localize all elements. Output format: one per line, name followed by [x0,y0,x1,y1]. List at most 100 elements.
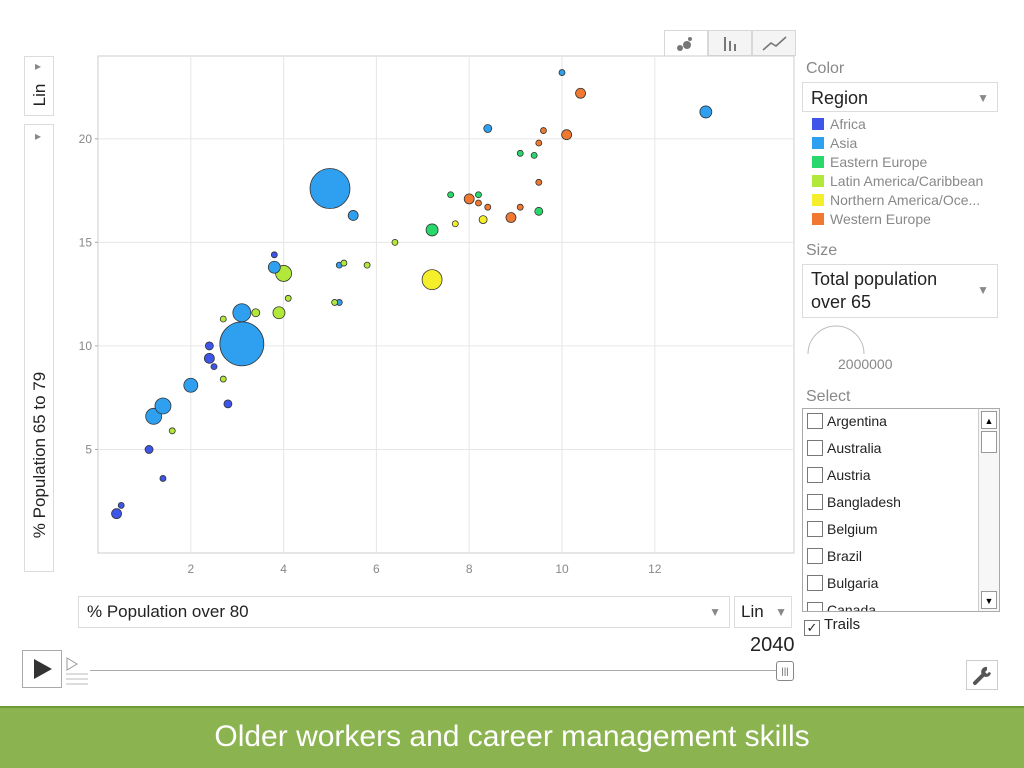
speed-icon[interactable] [64,654,94,694]
bubble-point[interactable] [159,475,167,482]
bubble-point[interactable] [516,203,524,211]
bubble-point[interactable] [447,191,455,199]
select-list-item[interactable]: Austria [807,467,871,483]
scroll-thumb[interactable] [981,431,997,453]
bubble-point[interactable] [484,203,492,211]
x-tick-label: 10 [555,562,569,576]
bubble-point[interactable] [421,269,443,291]
bubble-point[interactable] [284,294,292,302]
bubble-point[interactable] [144,445,154,454]
legend-item[interactable]: Northern America/Oce... [812,192,980,208]
bubble-point[interactable] [210,363,218,371]
legend-item[interactable]: Eastern Europe [812,154,927,170]
bubble-point[interactable] [561,129,573,141]
bubble-point[interactable] [463,193,475,205]
bubble-point[interactable] [340,259,348,267]
bubble-point[interactable] [203,352,215,364]
color-title: Color [806,60,845,77]
checkbox[interactable] [807,467,823,483]
footer-title: Older workers and career management skil… [214,720,810,753]
checkbox[interactable] [807,413,823,429]
bubble-point[interactable] [223,399,233,409]
checkbox[interactable] [807,494,823,510]
select-list-item[interactable]: Brazil [807,548,862,564]
tab-bubble-chart[interactable] [664,30,708,56]
timeline-handle[interactable]: ||| [776,661,794,681]
legend-item[interactable]: Western Europe [812,211,931,227]
bubble-point[interactable] [530,151,538,159]
bubble-point[interactable] [505,212,517,223]
bubble-point[interactable] [540,127,547,134]
bubble-point[interactable] [219,321,265,367]
select-list-item[interactable]: Australia [807,440,881,456]
bubble-point[interactable] [699,105,713,119]
select-item-label: Brazil [827,548,863,564]
play-button[interactable] [22,650,62,688]
bubble-point[interactable] [331,299,339,306]
bubble-point[interactable] [117,501,125,509]
bubble-point[interactable] [425,223,439,237]
bubble-point[interactable] [575,87,586,99]
legend-swatch [812,118,824,130]
bubble-point[interactable] [558,69,566,76]
bubble-point[interactable] [309,168,351,209]
legend-swatch [812,213,824,225]
bubble-point[interactable] [204,341,214,351]
timeline-track[interactable] [90,670,788,671]
bubble-point[interactable] [111,508,122,520]
bubble-point[interactable] [475,199,482,207]
select-list[interactable]: Argentina Australia Austria Bangladesh Belgi… [802,408,1000,612]
bubble-point[interactable] [535,139,543,147]
legend-item[interactable]: Asia [812,135,857,151]
scroll-down-button[interactable]: ▼ [981,591,997,609]
scrollbar[interactable]: ▲ ▼ [978,409,999,611]
scroll-up-button[interactable]: ▲ [981,411,997,429]
select-list-item[interactable]: Canada [807,602,876,611]
bubble-point[interactable] [535,178,543,186]
color-dropdown[interactable]: Region ▼ [802,82,998,112]
checkbox[interactable] [807,548,823,564]
checkbox[interactable] [807,575,823,591]
bubble-point[interactable] [219,375,227,383]
checkbox[interactable] [807,521,823,537]
legend-label: Asia [830,135,858,151]
bubble-point[interactable] [232,303,252,323]
select-list-item[interactable]: Argentina [807,413,887,429]
bubble-point[interactable] [168,427,176,435]
bubble-point[interactable] [270,251,278,259]
bubble-point[interactable] [219,315,227,323]
legend-item[interactable]: Africa [812,116,866,132]
bubble-point[interactable] [516,149,524,157]
line-chart-icon [762,36,787,51]
bubble-point[interactable] [451,220,459,228]
bubble-point[interactable] [534,206,544,216]
bubble-point[interactable] [475,191,482,199]
settings-button[interactable] [966,660,998,690]
bubble-point[interactable] [267,260,281,274]
select-list-item[interactable]: Bangladesh [807,494,901,510]
bubble-point[interactable] [483,124,493,133]
bubble-point[interactable] [272,306,286,320]
x-scale-dropdown[interactable]: Lin ▼ [734,596,792,628]
legend-item[interactable]: Latin America/Caribbean [812,173,983,189]
checkbox[interactable] [807,602,823,611]
select-item-label: Australia [827,440,882,456]
bubble-point[interactable] [183,377,199,393]
y-axis-dropdown[interactable]: ▸ % Population 65 to 79 [24,124,54,572]
size-dropdown[interactable]: Total population over 65 ▼ [802,264,998,318]
bubble-point[interactable] [347,210,359,221]
bubble-point[interactable] [478,215,488,224]
trails-checkbox[interactable]: ✓ Trails [804,616,860,636]
select-list-item[interactable]: Bulgaria [807,575,878,591]
bubble-point[interactable] [251,308,261,318]
x-tick-label: 12 [648,562,662,576]
bubble-point[interactable] [154,397,172,415]
checkbox[interactable] [807,440,823,456]
x-axis-dropdown[interactable]: % Population over 80 ▼ [78,596,730,628]
legend-label: Western Europe [830,211,931,227]
bubble-point[interactable] [391,238,399,246]
y-scale-dropdown[interactable]: ▸ Lin [24,56,54,116]
select-list-item[interactable]: Belgium [807,521,878,537]
bubble-point[interactable] [363,261,371,269]
plot-area[interactable]: 2 4 6 8 10 12 5 10 15 20 [0,0,1024,600]
